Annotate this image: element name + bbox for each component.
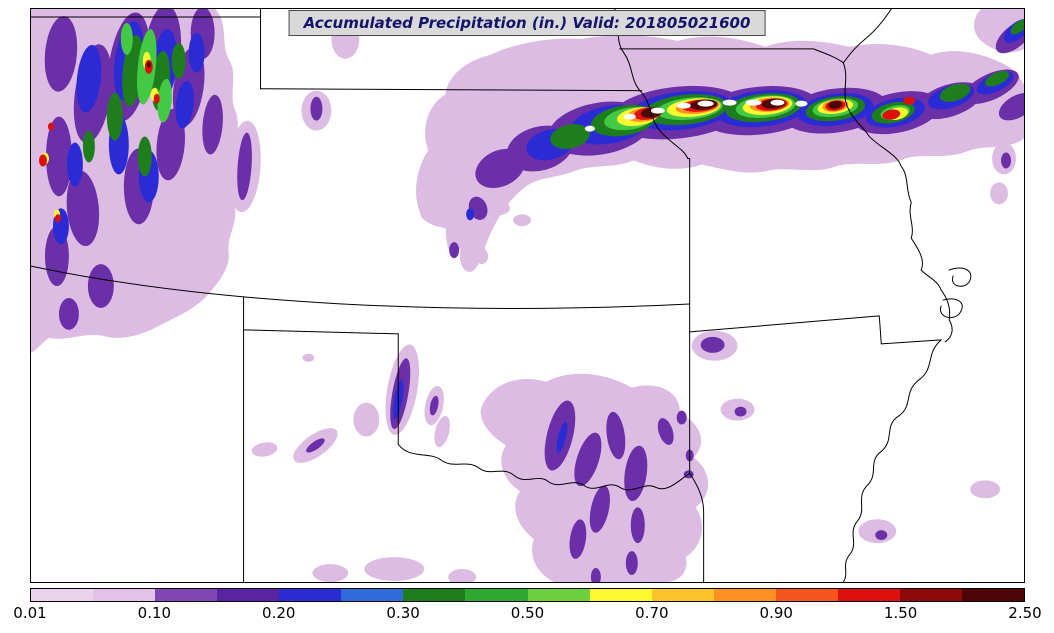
colorbar-segment-0.40 [465,589,528,601]
border-mississippi-river-arkansas [842,339,942,582]
border-mississippi-river-missouri [842,62,953,343]
border-kansas-missouri-oklahoma-arkansas [689,157,705,582]
border-river-bend-2 [939,298,963,319]
colorbar-segment-0.60 [589,589,652,601]
colorbar-tick-label: 2.50 [1008,604,1042,622]
border-37n-co-ks-south [31,265,691,309]
state-borders [31,9,972,582]
colorbar-tick-label: 0.10 [137,604,172,622]
border-red-river [397,443,691,491]
colorbar-tick-label: 0.50 [510,604,545,622]
colorbar-segment-0.01 [31,589,94,601]
colorbar-segment-1.00 [837,589,900,601]
colorbar-tick-label: 0.20 [262,604,296,622]
colorbar-segment-1.50 [899,589,962,601]
border-missouri-river [614,9,691,159]
colorbar-segment-0.80 [713,589,776,601]
colorbar-tick-label: 0.90 [759,604,793,622]
colorbar-ticks: 0.01 0.10 0.20 0.30 0.50 0.70 0.90 1.50 2.50 [13,604,1041,626]
colorbar-tick-label: 0.70 [635,604,669,622]
precip-layer-white-core [584,99,808,132]
colorbar [30,588,1025,602]
colorbar-segment-0.05 [93,589,156,601]
border-river-bend-1 [948,267,972,287]
colorbar-segment-0.10 [155,589,218,601]
border-iowa-missouri [619,48,844,64]
colorbar-tick-label: 0.01 [13,604,47,622]
border-nebraska-kansas [260,88,643,92]
colorbar-segment-0.70 [651,589,714,601]
map-title: Accumulated Precipitation (in.) Valid: 2… [288,10,766,36]
colorbar-segments [31,589,1024,601]
colorbar-segment-0.30 [403,589,466,601]
colorbar-segment-0.20 [279,589,342,601]
map-area [30,8,1025,583]
precipitation-field [31,9,1024,582]
colorbar-segment-0.50 [527,589,590,601]
colorbar-tick-label: 0.30 [386,604,420,622]
border-mississippi-river-upper [842,9,892,64]
map-title-text: Accumulated Precipitation (in.) Valid: 2… [303,14,751,32]
colorbar-segment-2.00 [961,589,1024,601]
colorbar-segment-0.90 [775,589,838,601]
border-oklahoma-panhandle-south [243,329,399,335]
colorbar-segment-0.25 [341,589,404,601]
colorbar-segment-0.15 [217,589,280,601]
colorbar-tick-label: 1.50 [883,604,918,622]
border-missouri-arkansas [689,315,942,345]
